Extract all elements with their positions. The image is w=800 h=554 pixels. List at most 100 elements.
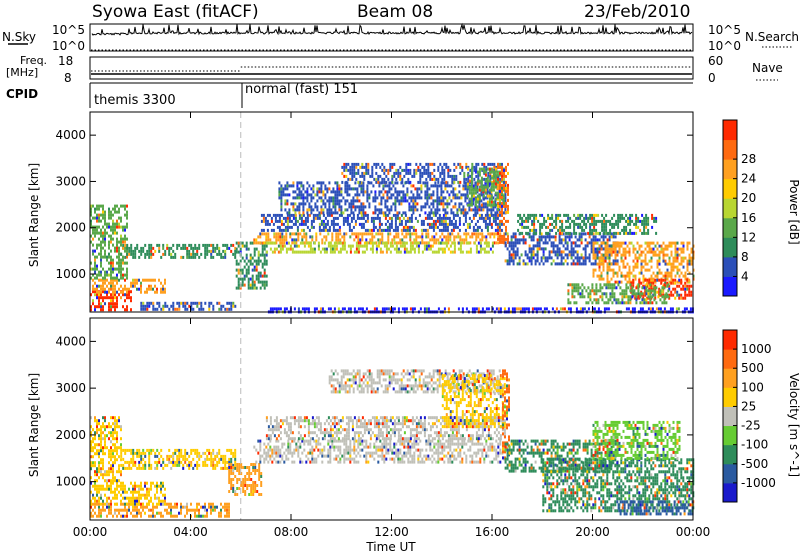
power-colorbar-label-3: 16 xyxy=(741,211,756,225)
xtick-label-3: 12:00 xyxy=(374,525,409,539)
power-ytick-label-2: 3000 xyxy=(55,174,86,188)
power-colorbar-label-5: 24 xyxy=(741,172,756,186)
velocity-colorbar-label-6: -500 xyxy=(741,457,768,471)
power-echo-region-7 xyxy=(265,241,494,254)
power-colorbar-label-1: 8 xyxy=(741,250,749,264)
power-colorbar-swatch-7 xyxy=(723,139,737,160)
freq-label-1: Freq. xyxy=(20,54,47,67)
power-colorbar-swatch-1 xyxy=(723,256,737,277)
freq-tick-top: 18 xyxy=(58,54,73,68)
velocity-echo-region-2 xyxy=(90,416,122,483)
power-plot-area xyxy=(90,112,693,312)
velocity-echo-region-4 xyxy=(228,463,263,496)
power-echo-region-3 xyxy=(120,243,237,259)
velocity-echo-region-12 xyxy=(592,420,681,460)
power-ytick-label-3: 4000 xyxy=(55,128,86,142)
velocity-colorbar-swatch-4 xyxy=(723,406,737,427)
cpid-segment-2: normal (fast) 151 xyxy=(245,82,358,97)
power-colorbar-label: Power [dB] xyxy=(787,179,800,244)
frequency-panel: Freq. [MHz] 18 8 60 0 Nave xyxy=(6,54,783,85)
noise-tick-right-top: 10^5 xyxy=(708,23,741,37)
velocity-colorbar-swatch-1 xyxy=(723,463,737,484)
velocity-colorbar-label-4: -25 xyxy=(741,419,761,433)
power-colorbar-swatch-5 xyxy=(723,178,737,199)
xtick-label-2: 08:00 xyxy=(274,525,309,539)
cpid-panel: CPID themis 3300 normal (fast) 151 xyxy=(6,82,693,108)
power-colorbar-label-0: 4 xyxy=(741,269,749,283)
power-echo-region-4 xyxy=(140,301,237,311)
velocity-colorbar-label-1: 500 xyxy=(741,361,764,375)
velocity-colorbar-swatch-3 xyxy=(723,425,737,446)
velocity-colorbar-label-5: -100 xyxy=(741,438,768,452)
velocity-colorbar-swatch-6 xyxy=(723,368,737,388)
power-colorbar-swatch-4 xyxy=(723,198,737,219)
plot-title: Syowa East (fitACF) xyxy=(92,2,259,22)
velocity-ylabel: Slant Range [km] xyxy=(27,373,41,477)
power-ytick-label-1: 2000 xyxy=(55,221,86,235)
power-echo-region-10 xyxy=(341,162,502,184)
velocity-colorbar-swatch-2 xyxy=(723,444,737,465)
power-echo-region-12 xyxy=(497,162,509,247)
velocity-ytick-label-3: 4000 xyxy=(55,334,86,348)
velocity-echo-region-3 xyxy=(120,448,237,470)
power-ylabel: Slant Range [km] xyxy=(27,163,41,267)
velocity-colorbar-swatch-7 xyxy=(723,349,737,369)
power-ytick-label-0: 1000 xyxy=(55,267,86,281)
velocity-colorbar-label-3: 25 xyxy=(741,399,756,413)
velocity-ytick-label-1: 2000 xyxy=(55,428,86,442)
power-echo-region-1 xyxy=(92,278,166,294)
velocity-echo-region-1 xyxy=(90,481,166,506)
noise-sky-line xyxy=(91,22,693,36)
power-colorbar: 4 8 12 16 20 24 28 xyxy=(722,119,756,297)
power-echo-region-2 xyxy=(90,204,128,280)
date-label: 23/Feb/2010 xyxy=(584,2,690,22)
velocity-colorbar-swatch-5 xyxy=(723,387,737,407)
velocity-colorbar-frame xyxy=(722,329,738,503)
xtick-label-6: 00:00 xyxy=(676,525,711,539)
velocity-ytick-label-2: 3000 xyxy=(55,381,86,395)
power-colorbar-swatch-2 xyxy=(723,237,737,258)
power-echo-region-15 xyxy=(592,241,695,284)
noise-panel: N.Sky 10^5 10^0 10^5 10^0 N.Search xyxy=(2,22,799,53)
velocity-echo-region-5 xyxy=(253,439,506,464)
power-echo-region-8 xyxy=(260,213,503,232)
power-colorbar-swatch-3 xyxy=(723,217,737,238)
velocity-panel: 1000 2000 3000 4000 00:00 04:00 08:00 12:00 16:0… xyxy=(55,317,776,539)
nsky-label: N.Sky xyxy=(2,30,36,44)
xtick-label-0: 00:00 xyxy=(73,525,108,539)
cpid-label: CPID xyxy=(6,87,38,101)
power-scatter-cells xyxy=(90,162,695,314)
velocity-colorbar-label-2: 100 xyxy=(741,380,764,394)
power-panel: 1000 2000 3000 4000 4 8 12 16 20 24 28 xyxy=(55,111,756,314)
frequency-trace xyxy=(91,66,692,75)
velocity-colorbar: 1000 500 100 25 -25 -100 -500 -1000 xyxy=(722,329,776,503)
velocity-colorbar-label-0: 1000 xyxy=(741,342,772,356)
freq-label-2: [MHz] xyxy=(6,66,38,79)
velocity-echo-region-8 xyxy=(441,374,506,429)
xtick-label-5: 20:00 xyxy=(575,525,610,539)
power-colorbar-frame xyxy=(722,119,738,297)
noise-tick-left-top: 10^5 xyxy=(52,23,85,37)
xtick-label-1: 04:00 xyxy=(173,525,208,539)
nave-tick-bottom: 0 xyxy=(708,71,716,85)
power-echo-region-0 xyxy=(90,290,132,312)
velocity-colorbar-swatch-0 xyxy=(723,482,737,503)
velocity-colorbar-label-7: -1000 xyxy=(741,476,776,490)
noise-tick-left-bottom: 10^0 xyxy=(52,39,85,53)
beam-label: Beam 08 xyxy=(357,2,433,22)
nsearch-label: N.Search xyxy=(745,30,799,44)
time-xlabel: Time UT xyxy=(365,540,416,554)
nave-label: Nave xyxy=(752,61,783,75)
nave-tick-top: 60 xyxy=(708,54,723,68)
power-echo-region-14 xyxy=(517,213,658,235)
velocity-colorbar-label: Velocity [m s^-1] xyxy=(787,373,800,477)
velocity-scatter-cells xyxy=(90,369,695,518)
power-colorbar-label-4: 20 xyxy=(741,191,756,205)
power-colorbar-swatch-8 xyxy=(723,120,737,141)
xtick-label-4: 16:00 xyxy=(475,525,510,539)
noise-trace xyxy=(91,22,693,51)
cpid-segment-1: themis 3300 xyxy=(94,93,176,108)
power-colorbar-swatch-6 xyxy=(723,159,737,180)
freq-tick-bottom: 8 xyxy=(64,71,72,85)
